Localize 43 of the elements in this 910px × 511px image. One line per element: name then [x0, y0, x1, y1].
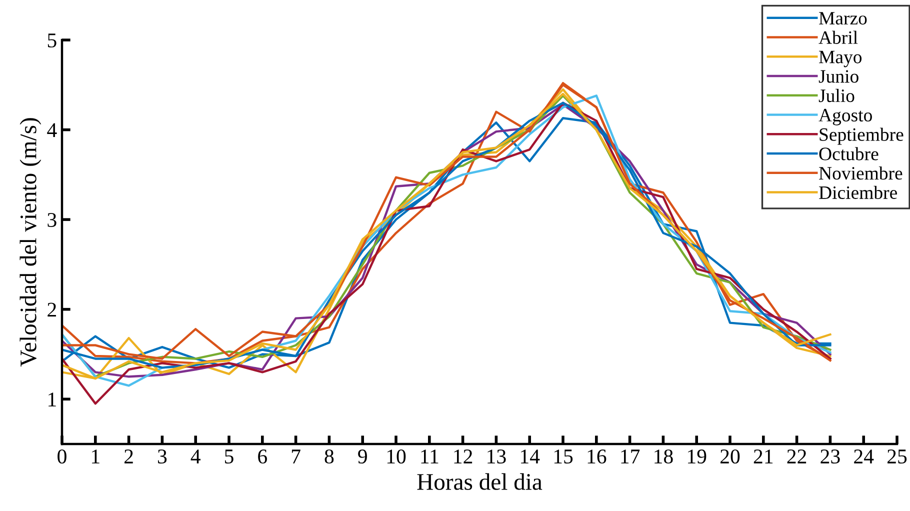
x-tick-label: 0 [58, 449, 66, 464]
y-tick-label: 4 [47, 123, 57, 138]
x-tick-label: 23 [820, 450, 840, 464]
x-tick-label: 19 [688, 450, 706, 464]
x-tick-label: 2 [124, 450, 133, 464]
legend-label: Junio [818, 70, 858, 83]
x-tick-label: 14 [521, 450, 540, 464]
x-tick-label: 24 [854, 450, 874, 464]
x-tick-label: 11 [421, 450, 438, 464]
legend-label: Agosto [818, 108, 872, 126]
legend-label: Abril [818, 30, 858, 44]
x-tick-label: 7 [292, 450, 300, 464]
x-tick-label: 9 [358, 450, 367, 464]
legend-label: Julio [818, 88, 854, 102]
x-tick-label: 16 [588, 450, 606, 464]
x-tick-label: 12 [454, 450, 472, 464]
x-axis-title: Horas del dia [417, 473, 542, 490]
x-tick-label: 4 [190, 450, 200, 464]
x-tick-label: 3 [158, 450, 167, 464]
y-tick-label: 2 [48, 302, 56, 317]
legend-label: Noviembre [819, 166, 902, 180]
x-tick-label: 6 [258, 450, 267, 464]
legend-label: Marzo [819, 12, 867, 25]
x-tick-label: 10 [387, 449, 406, 464]
legend-label: Mayo [819, 50, 862, 68]
x-tick-label: 8 [324, 449, 334, 464]
x-tick-label: 21 [754, 450, 773, 464]
x-tick-label: 20 [720, 449, 740, 464]
y-tick-label: 5 [48, 34, 56, 48]
x-tick-label: 1 [92, 450, 100, 464]
x-tick-label: 18 [654, 449, 673, 464]
y-tick-label: 3 [48, 212, 56, 227]
y-tick-label: 1 [48, 392, 56, 406]
legend-label: Octubre [819, 147, 878, 160]
x-tick-label: 13 [488, 450, 506, 464]
legend-label: Septiembre [820, 128, 904, 145]
y-axis-title: Velocidad del viento (m/s) [20, 118, 42, 367]
x-tick-label: 25 [888, 450, 907, 464]
x-tick-label: 15 [554, 450, 573, 464]
x-tick-label: 5 [225, 450, 234, 464]
legend-label: Diciembre [819, 186, 897, 200]
x-tick-label: 17 [621, 450, 640, 464]
x-tick-label: 22 [787, 450, 806, 464]
